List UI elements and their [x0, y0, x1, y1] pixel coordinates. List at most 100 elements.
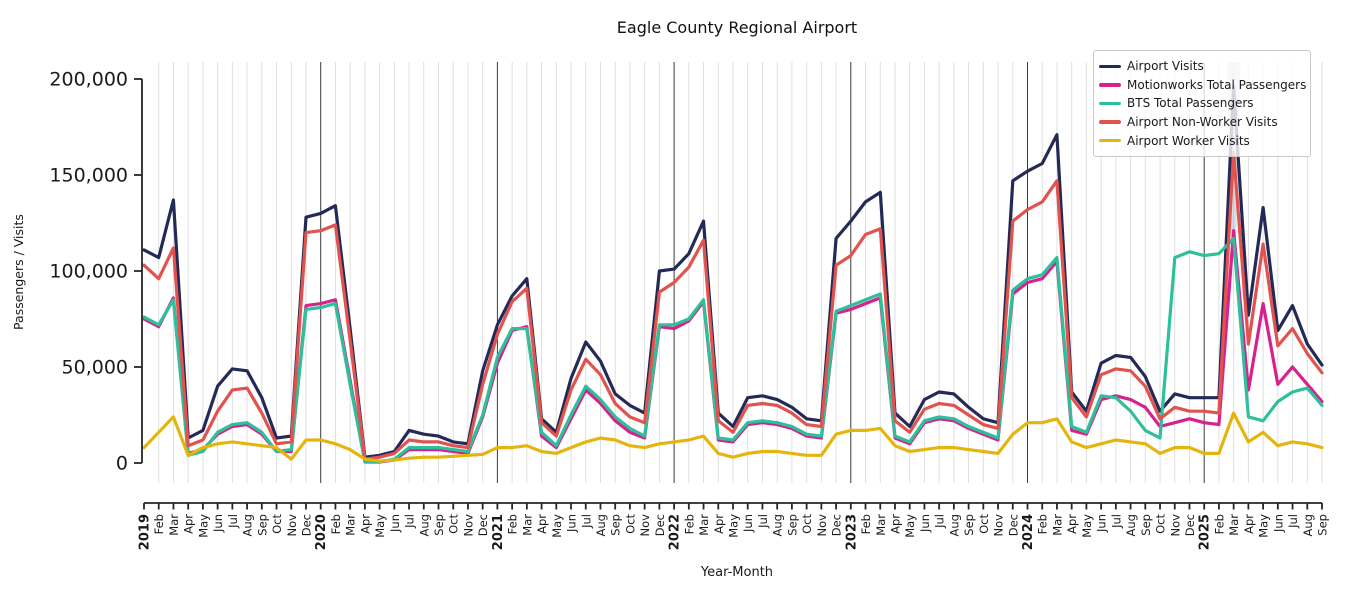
x-tick-label-month: Aug — [771, 514, 785, 536]
x-tick-label-month: Mar — [697, 514, 711, 536]
x-tick-label-month: Dec — [1006, 514, 1020, 536]
x-tick-label-year: 2025 — [1198, 514, 1213, 550]
y-tick-label: 200,000 — [49, 69, 128, 91]
x-tick-label-month: Sep — [609, 514, 623, 536]
x-tick-label-month: Feb — [682, 514, 696, 534]
legend-item: Airport Visits — [1099, 57, 1308, 76]
x-tick-label-month: Apr — [1065, 514, 1079, 534]
x-tick-label-month: Feb — [329, 514, 343, 534]
x-tick-label-month: Feb — [506, 514, 520, 534]
x-axis-label: Year-Month — [700, 565, 774, 580]
series-line-airport-visits — [142, 85, 1324, 459]
x-tick-label-month: May — [1080, 514, 1094, 538]
x-tick-label-month: Mar — [167, 514, 181, 536]
x-tick-label-month: Mar — [520, 514, 534, 536]
x-tick-label-month: Jun — [388, 514, 402, 533]
x-tick-label-month: Feb — [152, 514, 166, 534]
x-tick-label-month: Oct — [447, 514, 461, 534]
x-tick-label-month: Jul — [226, 514, 240, 529]
x-tick-label-month: Dec — [476, 514, 490, 536]
x-tick-label-month: Nov — [992, 514, 1006, 537]
legend: Airport Visits Motionworks Total Passenge… — [1093, 50, 1311, 157]
x-tick-label-month: Dec — [1183, 514, 1197, 536]
x-tick-label-month: Jul — [756, 514, 770, 529]
x-tick-label-month: Jun — [741, 514, 755, 533]
x-tick-label-month: Oct — [977, 514, 991, 534]
x-tick-label-month: Apr — [888, 514, 902, 534]
x-tick-label-month: Dec — [299, 514, 313, 536]
x-tick-label-month: Dec — [830, 514, 844, 536]
x-tick-label-month: Jun — [918, 514, 932, 533]
x-tick-label-month: Feb — [859, 514, 873, 534]
y-tick-label: 100,000 — [49, 261, 128, 283]
x-tick-label-month: Jul — [1109, 514, 1123, 529]
x-tick-label-month: Feb — [1212, 514, 1226, 534]
x-tick-label-month: Jun — [1271, 514, 1285, 533]
x-tick-label-month: Oct — [270, 514, 284, 534]
x-tick-label-month: Sep — [1139, 514, 1153, 536]
x-tick-label-month: Nov — [285, 514, 299, 537]
x-tick-label-month: Sep — [255, 514, 269, 536]
legend-item: Motionworks Total Passengers — [1099, 76, 1308, 95]
x-tick-label-month: Jul — [933, 514, 947, 529]
y-tick-label: 50,000 — [62, 357, 128, 379]
x-tick-label-month: Jul — [1286, 514, 1300, 529]
legend-line-swatch-icon — [1099, 120, 1121, 124]
x-tick-label-month: Mar — [874, 514, 888, 536]
y-tick-label: 0 — [116, 453, 128, 475]
legend-item: BTS Total Passengers — [1099, 94, 1308, 113]
x-tick-label-month: Mar — [344, 514, 358, 536]
x-tick-label-month: Apr — [535, 514, 549, 534]
x-tick-label-month: Nov — [815, 514, 829, 537]
x-tick-label-year: 2023 — [844, 514, 859, 550]
x-tick-label-month: Aug — [417, 514, 431, 536]
legend-item: Airport Worker Visits — [1099, 131, 1308, 150]
x-tick-label-month: Sep — [785, 514, 799, 536]
x-tick-label-month: Oct — [800, 514, 814, 534]
legend-label: BTS Total Passengers — [1127, 96, 1254, 111]
series-line-bts-total-passengers — [142, 236, 1324, 464]
x-tick-label-month: Sep — [432, 514, 446, 536]
legend-line-swatch-icon — [1099, 101, 1121, 106]
x-tick-label-month: Nov — [1168, 514, 1182, 537]
x-tick-label-month: Jun — [565, 514, 579, 533]
series-line-airport-non-worker-visits — [142, 150, 1324, 461]
x-tick-label-month: May — [903, 514, 917, 538]
legend-label: Airport Worker Visits — [1127, 133, 1250, 148]
x-tick-label-month: Aug — [947, 514, 961, 536]
x-tick-label-month: Aug — [594, 514, 608, 536]
series-line-airport-worker-visits — [142, 411, 1324, 463]
legend-line-swatch-icon — [1099, 83, 1121, 87]
x-tick-label-month: Jun — [1095, 514, 1109, 533]
x-tick-label-month: Dec — [653, 514, 667, 536]
legend-line-swatch-icon — [1099, 138, 1121, 143]
x-tick-label-month: Sep — [962, 514, 976, 536]
x-tick-label-month: Jun — [211, 514, 225, 533]
x-tick-label-month: Aug — [1124, 514, 1138, 536]
x-tick-label-year: 2021 — [491, 514, 506, 550]
x-tick-label-month: May — [550, 514, 564, 538]
legend-item: Airport Non-Worker Visits — [1099, 113, 1308, 132]
x-tick-label-month: Apr — [712, 514, 726, 534]
x-tick-label-month: May — [196, 514, 210, 538]
x-tick-label-month: Jul — [403, 514, 417, 529]
x-tick-label-month: May — [1257, 514, 1271, 538]
legend-line-swatch-icon — [1099, 64, 1121, 69]
x-tick-label-year: 2024 — [1021, 514, 1036, 550]
x-tick-label-month: Apr — [358, 514, 372, 534]
x-tick-label-month: Apr — [1242, 514, 1256, 534]
x-tick-label-month: Nov — [461, 514, 475, 537]
legend-label: Airport Visits — [1127, 59, 1204, 74]
chart-title: Eagle County Regional Airport — [616, 18, 858, 37]
x-tick-label-month: May — [727, 514, 741, 538]
x-tick-label-month: Nov — [638, 514, 652, 537]
x-tick-label-month: Aug — [1301, 514, 1315, 536]
legend-label: Motionworks Total Passengers — [1127, 77, 1307, 92]
x-tick-label-year: 2020 — [314, 514, 329, 550]
x-tick-label-month: Apr — [182, 514, 196, 534]
x-tick-label-month: May — [373, 514, 387, 538]
x-tick-label-month: Sep — [1316, 514, 1330, 536]
x-tick-label-month: Aug — [241, 514, 255, 536]
x-tick-label-month: Feb — [1036, 514, 1050, 534]
